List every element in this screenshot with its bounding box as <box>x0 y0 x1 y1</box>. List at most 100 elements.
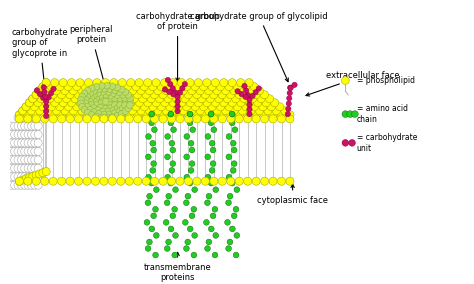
Circle shape <box>175 108 180 114</box>
Circle shape <box>146 239 152 245</box>
Circle shape <box>175 99 180 104</box>
Circle shape <box>209 168 215 173</box>
Circle shape <box>21 156 29 164</box>
Circle shape <box>34 97 42 105</box>
Circle shape <box>167 91 175 99</box>
Circle shape <box>91 105 97 111</box>
Circle shape <box>109 111 117 119</box>
Circle shape <box>174 83 182 91</box>
Circle shape <box>119 91 126 98</box>
Circle shape <box>63 95 71 103</box>
Circle shape <box>210 177 218 185</box>
Circle shape <box>7 181 15 189</box>
Circle shape <box>191 252 197 258</box>
Circle shape <box>192 233 198 238</box>
Circle shape <box>32 91 40 99</box>
Circle shape <box>140 103 148 111</box>
Circle shape <box>47 83 55 91</box>
Circle shape <box>18 147 26 155</box>
Circle shape <box>21 147 29 155</box>
Circle shape <box>169 79 177 87</box>
Circle shape <box>32 177 40 185</box>
Circle shape <box>107 83 115 91</box>
Circle shape <box>21 130 29 139</box>
Circle shape <box>18 139 26 147</box>
Circle shape <box>165 133 171 139</box>
Circle shape <box>187 226 193 232</box>
Circle shape <box>51 86 56 92</box>
Circle shape <box>29 95 37 103</box>
Circle shape <box>244 115 252 123</box>
Circle shape <box>151 213 156 219</box>
Circle shape <box>234 187 240 193</box>
Circle shape <box>87 90 93 97</box>
Circle shape <box>168 111 173 117</box>
Circle shape <box>247 97 252 102</box>
Circle shape <box>146 107 154 115</box>
Circle shape <box>91 91 100 99</box>
Circle shape <box>14 130 22 139</box>
Circle shape <box>31 156 39 164</box>
Circle shape <box>286 106 291 112</box>
Circle shape <box>36 107 44 115</box>
Circle shape <box>21 114 29 122</box>
Circle shape <box>277 177 285 185</box>
Circle shape <box>205 200 210 206</box>
Circle shape <box>184 174 190 180</box>
Circle shape <box>213 187 219 193</box>
Circle shape <box>27 97 36 105</box>
Circle shape <box>104 114 110 121</box>
Circle shape <box>34 99 42 107</box>
Circle shape <box>24 177 32 185</box>
Circle shape <box>34 114 42 122</box>
Circle shape <box>36 87 44 95</box>
Circle shape <box>219 177 227 185</box>
Circle shape <box>49 115 57 123</box>
Circle shape <box>247 106 252 112</box>
Circle shape <box>261 111 269 119</box>
Circle shape <box>187 120 193 126</box>
Circle shape <box>151 147 156 153</box>
Circle shape <box>252 91 260 99</box>
Circle shape <box>292 82 297 87</box>
Circle shape <box>114 112 120 119</box>
Circle shape <box>217 103 225 111</box>
Circle shape <box>227 239 233 245</box>
Circle shape <box>111 95 118 102</box>
Circle shape <box>154 87 162 95</box>
Text: = amino acid
chain: = amino acid chain <box>357 105 408 124</box>
Circle shape <box>102 98 109 105</box>
Circle shape <box>100 115 108 123</box>
Circle shape <box>27 114 36 122</box>
Circle shape <box>122 89 129 95</box>
Circle shape <box>26 174 34 181</box>
Circle shape <box>56 83 64 91</box>
Circle shape <box>93 99 101 107</box>
Circle shape <box>215 95 223 103</box>
Circle shape <box>93 83 100 90</box>
Circle shape <box>10 122 18 130</box>
Circle shape <box>167 115 175 123</box>
Circle shape <box>82 97 89 103</box>
Circle shape <box>34 105 42 113</box>
Circle shape <box>61 107 69 115</box>
Circle shape <box>15 177 23 185</box>
Circle shape <box>149 83 157 91</box>
Circle shape <box>285 111 291 117</box>
Circle shape <box>86 107 94 115</box>
Circle shape <box>78 107 86 115</box>
Circle shape <box>286 101 292 106</box>
Circle shape <box>225 103 233 111</box>
Circle shape <box>177 79 185 87</box>
Circle shape <box>24 156 32 164</box>
Circle shape <box>189 147 195 153</box>
Circle shape <box>167 111 175 119</box>
Circle shape <box>176 91 184 99</box>
Circle shape <box>114 92 121 99</box>
Circle shape <box>210 91 218 99</box>
Circle shape <box>136 99 143 107</box>
Circle shape <box>31 97 39 105</box>
Circle shape <box>34 164 42 172</box>
Circle shape <box>180 86 185 91</box>
Circle shape <box>117 102 124 108</box>
